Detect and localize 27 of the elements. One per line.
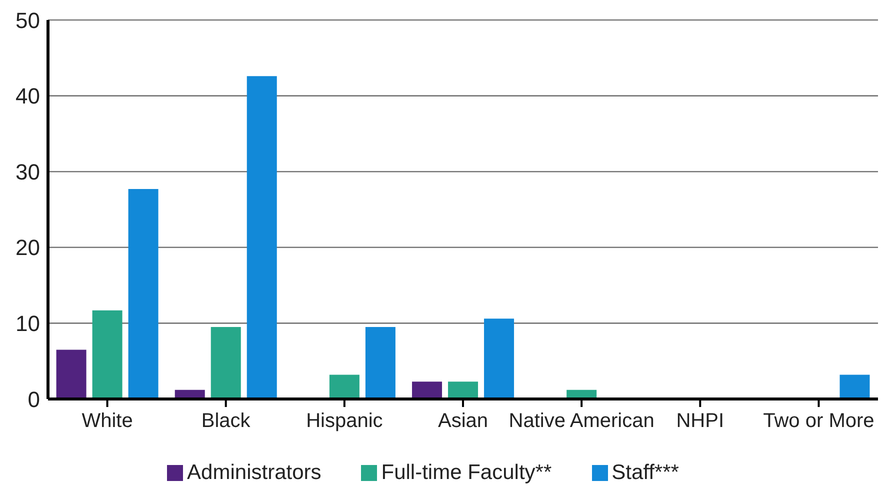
bar [92, 310, 122, 399]
bar [246, 76, 277, 399]
bar [329, 374, 360, 399]
x-tick-label: Native American [508, 410, 654, 432]
legend-label: Staff*** [612, 461, 679, 484]
x-tick-label: Black [201, 410, 252, 432]
x-tick-label: Asian [438, 410, 488, 432]
bar [365, 326, 396, 399]
y-tick-label: 20 [16, 235, 40, 260]
bar [56, 350, 86, 399]
x-tick-label: NHPI [676, 410, 724, 432]
bar [412, 382, 442, 399]
x-tick-label: Hispanic [306, 410, 383, 432]
bar [448, 382, 478, 399]
y-tick-label: 0 [28, 386, 40, 412]
y-tick-label: 50 [16, 8, 40, 33]
bar [210, 326, 241, 399]
legend-label: Administrators [187, 461, 322, 484]
legend-label: Full-time Faculty** [381, 461, 552, 484]
x-tick-label: Two or More [763, 410, 874, 432]
y-tick-label: 30 [16, 159, 40, 184]
bar [128, 189, 158, 399]
y-tick-label: 10 [16, 311, 40, 336]
x-tick-label: White [82, 410, 133, 432]
y-tick-label: 40 [16, 84, 40, 109]
bar [484, 318, 514, 399]
bar [840, 374, 870, 399]
